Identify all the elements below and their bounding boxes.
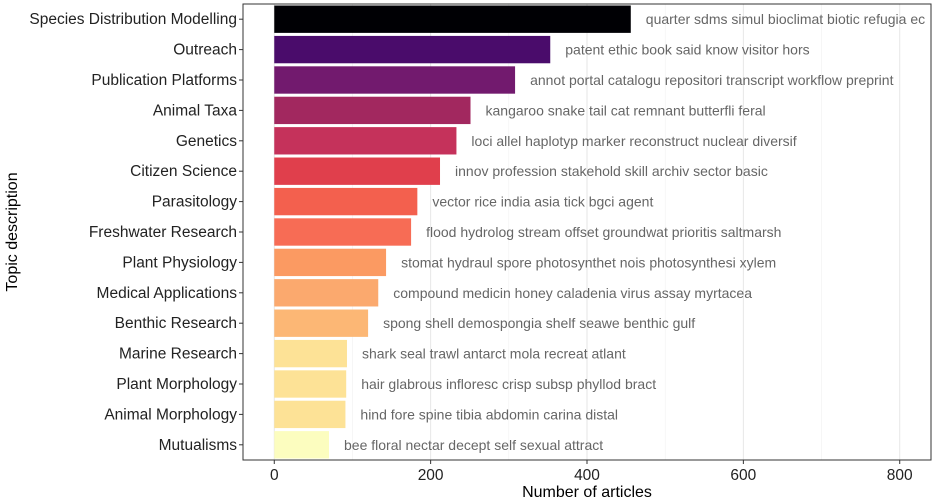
x-tick-label: 800: [887, 467, 913, 484]
y-tick-label: Citizen Science: [130, 163, 237, 180]
bar-annotation: patent ethic book said know visitor hors: [565, 42, 809, 58]
bar-annotation: hind fore spine tibia abdomin carina dis…: [360, 406, 618, 422]
bar: [274, 96, 471, 125]
y-tick-label: Marine Research: [119, 346, 237, 363]
bar-annotation: vector rice india asia tick bgci agent: [432, 194, 653, 210]
bar: [274, 35, 551, 64]
bar-annotation: bee floral nectar decept self sexual att…: [344, 437, 603, 453]
bar-annotation: compound medicin honey caladenia virus a…: [393, 285, 752, 301]
y-axis-labels: Species Distribution Modelling Outreach Pu…: [29, 11, 243, 454]
bar: [274, 309, 369, 337]
bar-annotation: flood hydrolog stream offset groundwat p…: [426, 224, 781, 240]
bar-annotation: stomat hydraul spore photosynthet nois p…: [401, 254, 776, 270]
bar-annotation: kangaroo snake tail cat remnant butterfl…: [486, 102, 766, 118]
y-tick-label: Plant Morphology: [116, 376, 237, 393]
bar-annotations: quarter sdms simul bioclimat biotic refu…: [344, 11, 925, 453]
x-axis-ticks: 0 200 400 600 800: [270, 460, 913, 484]
bar: [274, 248, 387, 277]
y-tick-label: Benthic Research: [115, 315, 237, 332]
y-tick-label: Medical Applications: [97, 285, 238, 302]
x-tick-label: 600: [730, 467, 756, 484]
bar: [274, 157, 441, 185]
y-tick-label: Freshwater Research: [89, 224, 237, 241]
bar: [274, 218, 412, 246]
x-tick-label: 0: [270, 467, 279, 484]
bar: [274, 370, 347, 398]
bar-annotation: innov profession stakehold skill archiv …: [455, 163, 768, 179]
bar: [274, 279, 379, 307]
y-tick-label: Animal Taxa: [153, 102, 238, 119]
x-tick-label: 200: [418, 467, 444, 484]
y-tick-label: Publication Platforms: [91, 72, 237, 89]
y-axis-title: Topic description: [4, 172, 21, 291]
y-tick-label: Animal Morphology: [104, 406, 237, 423]
bar: [274, 127, 457, 155]
bar: [274, 66, 516, 94]
bar-annotation: hair glabrous infloresc crisp subsp phyl…: [361, 376, 656, 392]
bar: [274, 400, 346, 429]
bar: [274, 187, 418, 216]
bar: [274, 339, 347, 368]
bar-annotation: quarter sdms simul bioclimat biotic refu…: [646, 11, 925, 27]
y-tick-label: Parasitology: [152, 194, 238, 211]
bar-annotation: loci allel haplotyp marker reconstruct n…: [471, 133, 796, 149]
y-tick-label: Species Distribution Modelling: [29, 11, 237, 28]
bar-annotation: spong shell demospongia shelf seawe bent…: [383, 315, 695, 331]
y-tick-label: Genetics: [176, 133, 237, 150]
y-tick-label: Outreach: [173, 42, 237, 59]
x-axis-title: Number of articles: [522, 484, 652, 501]
bar-annotation: shark seal trawl antarct mola recreat at…: [362, 346, 626, 362]
y-tick-label: Plant Physiology: [122, 254, 237, 271]
bar-annotation: annot portal catalogu repositori transcr…: [530, 72, 894, 88]
x-tick-label: 400: [574, 467, 600, 484]
bar: [274, 5, 631, 33]
bar: [274, 431, 329, 459]
y-tick-label: Mutualisms: [159, 437, 238, 454]
bars: [274, 5, 631, 459]
